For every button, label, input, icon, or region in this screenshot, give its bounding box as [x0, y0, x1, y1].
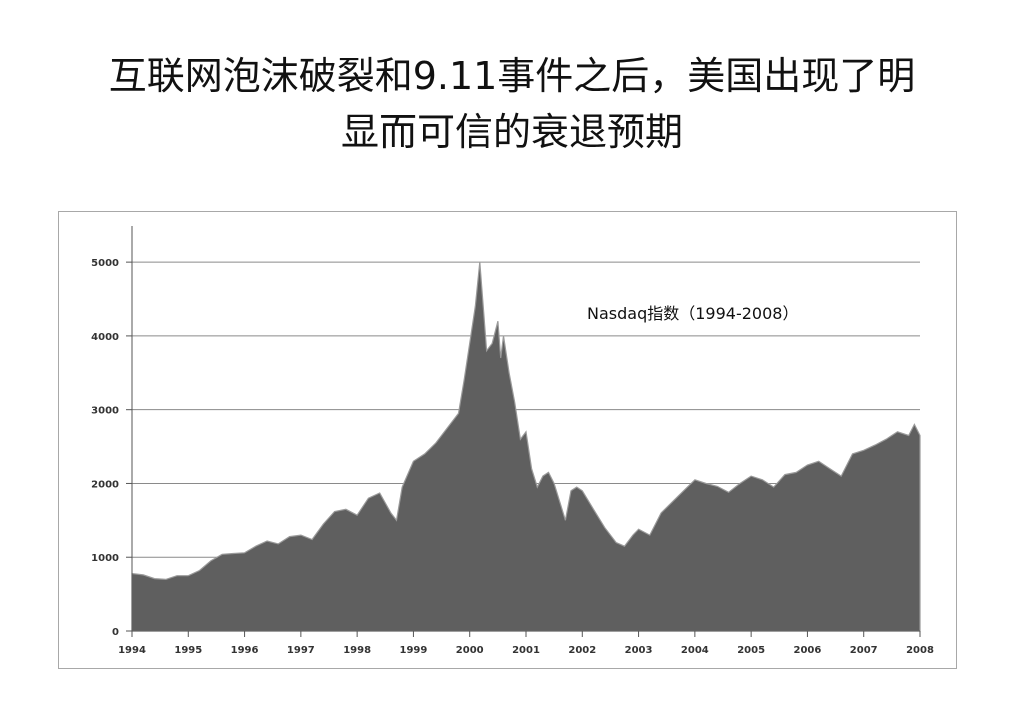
x-tick-label: 1996: [231, 645, 259, 656]
chart-title: Nasdaq指数（1994-2008）: [587, 304, 798, 323]
y-tick-label: 1000: [91, 553, 119, 564]
x-tick-label: 2006: [794, 645, 822, 656]
x-tick-label: 2007: [850, 645, 878, 656]
slide-title-line-1: 互联网泡沫破裂和9.11事件之后，美国出现了明: [108, 54, 916, 98]
x-tick-label: 2008: [906, 645, 934, 656]
x-tick-labels: 1994 1995 1996 1997 1998 1999 2000 2001 2002 2003…: [118, 631, 934, 656]
slide-title-line-2: 显而可信的衰退预期: [340, 110, 683, 154]
x-tick-label: 1995: [174, 645, 202, 656]
x-tick-label: 2000: [456, 645, 484, 656]
y-tick-label: 5000: [91, 258, 119, 269]
plot-area: [131, 262, 921, 632]
chart-frame: 0 1000 2000 3000 4000 5000 1994 1995 1996 1997 19…: [58, 211, 957, 669]
y-tick-label: 2000: [91, 479, 119, 490]
x-tick-label: 2005: [737, 645, 765, 656]
x-tick-label: 1994: [118, 645, 146, 656]
x-tick-label: 2002: [568, 645, 596, 656]
y-tick-labels: 0 1000 2000 3000 4000 5000: [91, 258, 132, 638]
slide-title: 互联网泡沫破裂和9.11事件之后，美国出现了明 显而可信的衰退预期: [30, 48, 994, 160]
series-area-0: [131, 262, 921, 632]
x-tick-label: 2003: [625, 645, 653, 656]
x-tick-label: 2001: [512, 645, 540, 656]
y-tick-label: 3000: [91, 406, 119, 417]
x-tick-label: 1997: [287, 645, 315, 656]
x-tick-label: 2004: [681, 645, 709, 656]
x-tick-label: 1999: [400, 645, 428, 656]
y-tick-label: 4000: [91, 332, 119, 343]
y-tick-label: 0: [112, 627, 119, 638]
x-tick-label: 1998: [343, 645, 371, 656]
